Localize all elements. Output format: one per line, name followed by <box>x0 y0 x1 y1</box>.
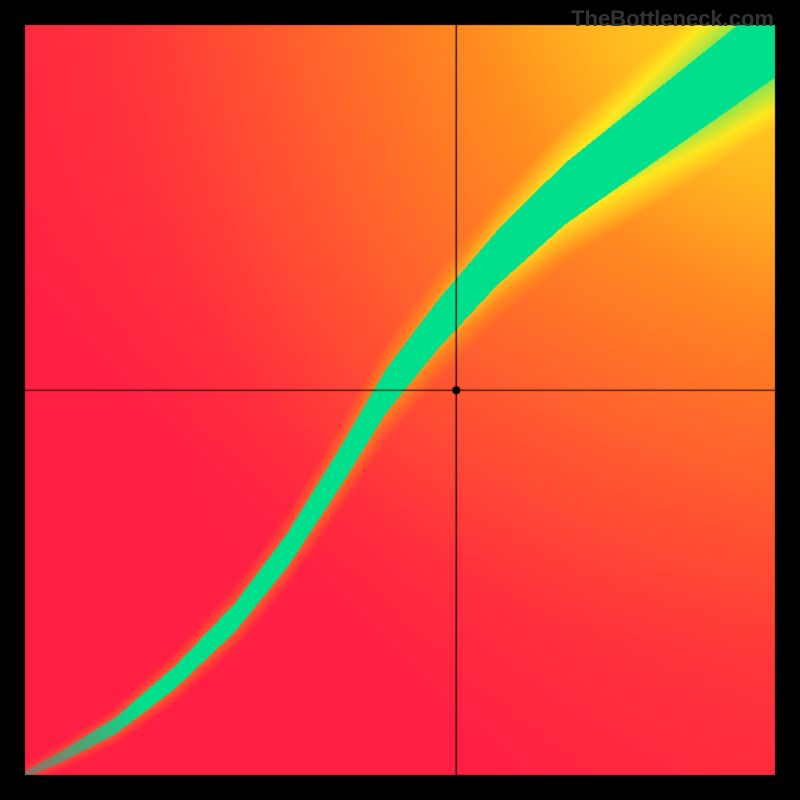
bottleneck-heatmap-canvas <box>0 0 800 800</box>
watermark-text: TheBottleneck.com <box>571 6 774 32</box>
chart-container: TheBottleneck.com <box>0 0 800 800</box>
